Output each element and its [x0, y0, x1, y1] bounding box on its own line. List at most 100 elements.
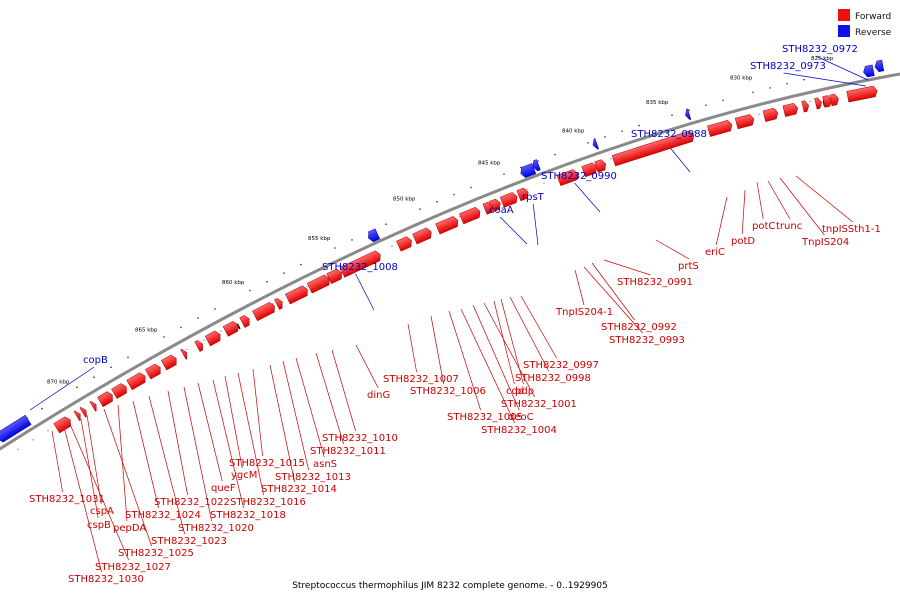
gene-feature-potd[interactable]	[734, 114, 755, 130]
gene-feature-sth8232_0997[interactable]	[516, 187, 530, 202]
gene-feature-copb[interactable]	[0, 414, 32, 443]
gene-label-sth8232_1015[interactable]: STH8232_1015	[229, 458, 305, 469]
gene-label-sth8232_1001[interactable]: STH8232_1001	[501, 399, 577, 410]
gene-label-sth8232_1007[interactable]: STH8232_1007	[383, 374, 459, 385]
gene-label-cspb[interactable]: cspB	[87, 520, 111, 531]
gene-feature-sth8232_0998[interactable]	[499, 191, 519, 208]
gene-feature-potd[interactable]	[801, 100, 810, 113]
gene-label-cspa[interactable]: cspA	[90, 506, 114, 517]
gene-feature-tnpis204-1[interactable]	[556, 169, 580, 187]
gene-label-pepda[interactable]: pepDA	[113, 523, 146, 534]
gene-label-deoc[interactable]: deoC	[508, 412, 534, 423]
gene-feature-sth8232_1016[interactable]	[222, 320, 241, 337]
gene-feature-sth8232_1013[interactable]	[274, 297, 284, 310]
gene-label-rpst[interactable]: rpsT	[522, 192, 545, 203]
gene-label-sth8232_1016[interactable]: STH8232_1016	[230, 497, 306, 508]
gene-feature-sth8232_1008[interactable]	[366, 228, 381, 243]
gene-feature-asns[interactable]	[284, 284, 310, 305]
gene-label-prts[interactable]: prtS	[678, 261, 699, 272]
gene-feature-sth8232_1027[interactable]	[53, 415, 73, 434]
gene-label-tnpis204[interactable]: TnpIS204	[801, 237, 849, 248]
gene-feature-coaa[interactable]	[519, 163, 537, 178]
gene-label-sth8232_1011[interactable]: STH8232_1011	[310, 446, 386, 457]
gene-label-sth8232_0990[interactable]: STH8232_0990	[541, 171, 617, 182]
gene-feature-sth8232_1023[interactable]	[126, 371, 148, 391]
gene-label-sth8232_1024[interactable]: STH8232_1024	[125, 510, 201, 521]
gene-feature-sth8232_0991[interactable]	[594, 159, 608, 173]
gene-label-sth8232_0993[interactable]: STH8232_0993	[609, 335, 685, 346]
gene-feature-sth8232_1001[interactable]	[459, 206, 482, 225]
gene-label-potc[interactable]: potC	[752, 221, 775, 232]
gene-feature-sth8232_1018[interactable]	[194, 339, 206, 352]
gene-feature-sth8232_0992[interactable]	[581, 162, 599, 178]
gene-label-sth8232_0992[interactable]: STH8232_0992	[601, 322, 677, 333]
gene-label-sth8232_1031[interactable]: STH8232_1031	[29, 494, 105, 505]
gene-label-cdd[interactable]: cdd	[506, 386, 524, 397]
gene-label-sth8232_1013[interactable]: STH8232_1013	[275, 472, 351, 483]
gene-label-ygcm[interactable]: ygcM	[231, 470, 257, 481]
gene-label-sth8232_1010[interactable]: STH8232_1010	[322, 433, 398, 444]
gene-label-tnpissth1-1[interactable]: tnpISSth1-1	[822, 224, 881, 235]
gene-label-coaa[interactable]: coaA	[489, 205, 514, 216]
gene-label-sth8232_1020[interactable]: STH8232_1020	[178, 523, 254, 534]
gene-label-sth8232_1030[interactable]: STH8232_1030	[68, 574, 144, 585]
gene-feature-quef[interactable]	[180, 348, 190, 360]
gene-label-sth8232_1004[interactable]: STH8232_1004	[481, 425, 557, 436]
gene-label-potd[interactable]: potD	[731, 236, 755, 247]
gene-label-sth8232_1008[interactable]: STH8232_1008	[322, 262, 398, 273]
gene-label-sth8232_1006[interactable]: STH8232_1006	[410, 386, 486, 397]
gene-feature-trunc[interactable]	[822, 95, 833, 108]
gene-feature-cspb[interactable]	[73, 409, 83, 422]
gene-label-sth8232_0991[interactable]: STH8232_0991	[617, 277, 693, 288]
gene-feature-eric[interactable]	[782, 103, 799, 117]
gene-label-sth8232_1014[interactable]: STH8232_1014	[261, 484, 337, 495]
gene-feature-ygcm[interactable]	[204, 330, 223, 347]
gene-feature-sth8232_1004[interactable]	[412, 227, 434, 245]
gene-feature-sth8232_1024[interactable]	[111, 382, 129, 399]
gene-label-copb[interactable]: copB	[83, 355, 108, 366]
gene-feature-eric[interactable]	[762, 107, 779, 122]
gene-feature-cspa[interactable]	[79, 406, 89, 418]
gene-feature-sth8232_1011[interactable]	[306, 274, 332, 294]
gene-feature-sth8232_0972[interactable]	[874, 59, 885, 73]
gene-label-pdp[interactable]: pdp	[515, 386, 534, 397]
gene-label-eric[interactable]: eriC	[705, 247, 725, 258]
gene-label-trunc[interactable]: trunc	[776, 221, 802, 232]
gene-label-ding[interactable]: dinG	[367, 390, 390, 401]
gene-label-sth8232_1023[interactable]: STH8232_1023	[151, 536, 227, 547]
gene-feature-sth8232_0988[interactable]	[684, 108, 692, 121]
gene-label-asns[interactable]: asnS	[313, 459, 337, 470]
gene-feature-ding[interactable]	[339, 249, 383, 278]
gene-feature-cdd[interactable]	[482, 201, 495, 215]
gene-label-sth8232_1018[interactable]: STH8232_1018	[210, 510, 286, 521]
gene-feature-pepda[interactable]	[97, 390, 116, 408]
gene-feature-sth8232_1025[interactable]	[89, 400, 99, 412]
gene-feature-eric[interactable]	[707, 119, 733, 137]
gene-feature-deoc[interactable]	[435, 215, 461, 235]
gene-label-sth8232_0972[interactable]: STH8232_0972	[782, 44, 858, 55]
gene-feature-sth8232_1005[interactable]	[396, 235, 413, 252]
gene-feature-tnpissth1-1[interactable]	[846, 85, 879, 103]
gene-feature-sth8232_0990[interactable]	[591, 138, 599, 150]
gene-label-sth8232_1022[interactable]: STH8232_1022	[154, 497, 230, 508]
gene-label-sth8232_1027[interactable]: STH8232_1027	[95, 562, 171, 573]
gene-feature-sth8232_1022[interactable]	[145, 363, 163, 380]
gene-feature-sth8232_1020[interactable]	[160, 354, 179, 371]
gene-label-quef[interactable]: queF	[211, 483, 236, 494]
gene-feature-sth8232_1010[interactable]	[326, 268, 344, 285]
gene-feature-prts[interactable]	[611, 130, 695, 167]
gene-label-sth8232_0997[interactable]: STH8232_0997	[523, 360, 599, 371]
gene-feature-sth8232_1014[interactable]	[252, 301, 277, 322]
leader-line	[80, 418, 99, 519]
gene-label-sth8232_0988[interactable]: STH8232_0988	[631, 129, 707, 140]
gene-feature-sth8232_1015[interactable]	[239, 314, 252, 328]
gene-label-sth8232_0973[interactable]: STH8232_0973	[750, 61, 826, 72]
gene-feature-tnpis204[interactable]	[829, 93, 840, 107]
gene-label-sth8232_1025[interactable]: STH8232_1025	[118, 548, 194, 559]
gene-feature-potc[interactable]	[814, 97, 823, 110]
gene-feature-sth8232_0973[interactable]	[862, 64, 875, 78]
gene-label-sth8232_1005[interactable]: STH8232_1005	[447, 412, 523, 423]
leader-line	[212, 379, 244, 509]
gene-label-sth8232_0998[interactable]: STH8232_0998	[515, 373, 591, 384]
gene-label-tnpis204-1[interactable]: TnpIS204-1	[555, 307, 613, 318]
